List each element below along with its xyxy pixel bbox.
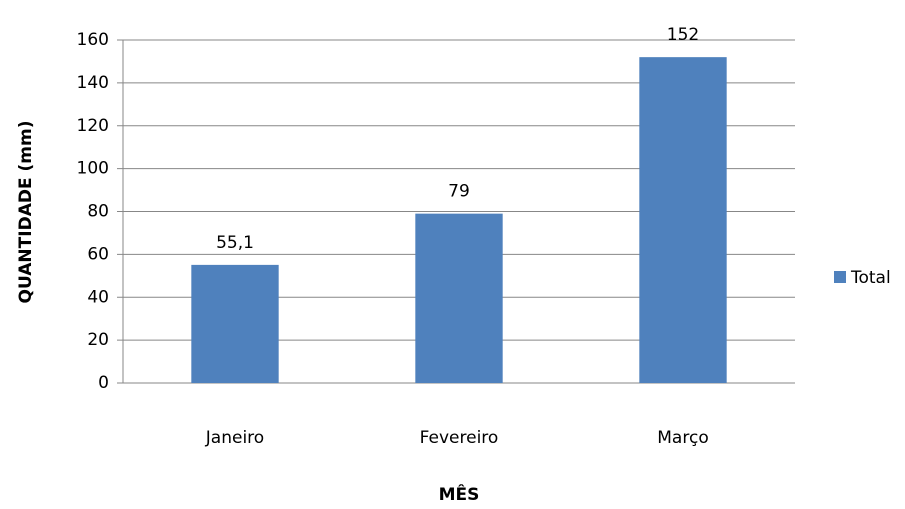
x-tick-label: Janeiro [205, 428, 264, 448]
y-tick-label: 60 [87, 244, 109, 264]
legend-label: Total [850, 268, 891, 288]
x-axis-title: MÊS [439, 483, 480, 505]
y-tick-label: 120 [77, 116, 109, 136]
x-tick-label: Março [657, 428, 708, 448]
y-tick-label: 100 [77, 159, 109, 179]
y-tick-label: 20 [87, 330, 109, 350]
legend-swatch [834, 271, 846, 283]
data-label: 55,1 [216, 233, 254, 253]
y-tick-label: 140 [77, 73, 109, 93]
bar [191, 264, 279, 383]
y-tick-label: 80 [87, 202, 109, 222]
y-tick-label: 160 [77, 30, 109, 50]
y-tick-label: 0 [98, 373, 109, 393]
x-tick-label: Fevereiro [420, 428, 499, 448]
data-label: 152 [667, 25, 699, 45]
bar [639, 57, 727, 384]
data-label: 79 [448, 182, 470, 202]
bar [415, 213, 503, 383]
y-tick-label: 40 [87, 287, 109, 307]
y-axis-title: QUANTIDADE (mm) [16, 121, 36, 304]
